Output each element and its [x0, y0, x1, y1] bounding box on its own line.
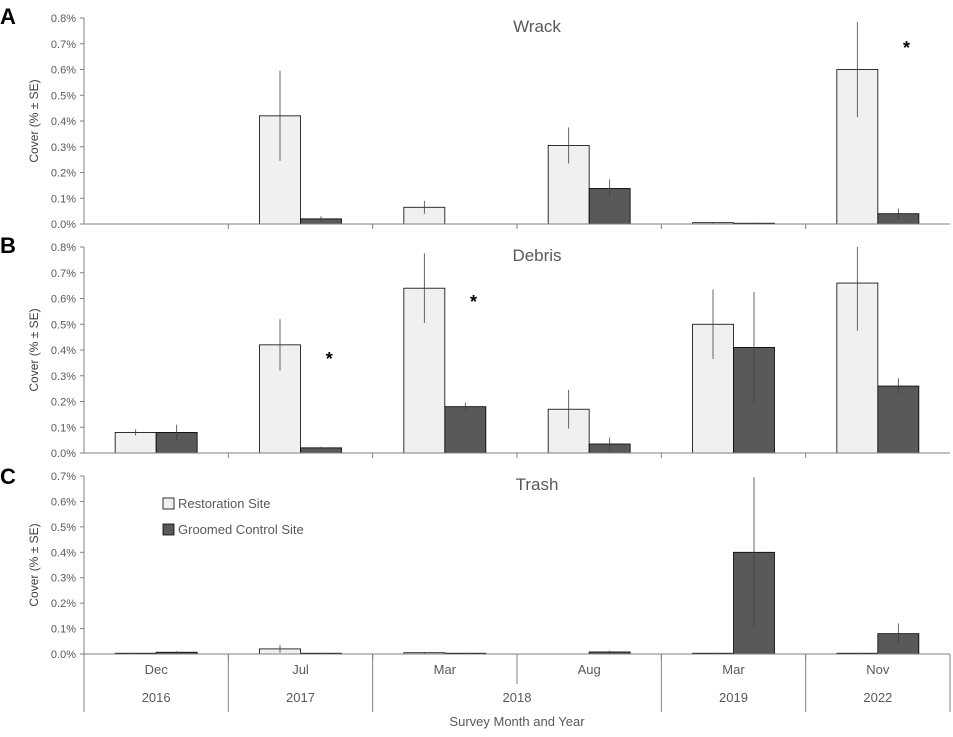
y-tick-label: 0.3% — [51, 142, 76, 154]
y-tick-label: 0.6% — [51, 65, 76, 77]
significance-marker: * — [903, 38, 910, 58]
bar-control — [444, 406, 487, 454]
panel-letter: B — [0, 233, 16, 258]
y-tick-label: 0.3% — [51, 573, 76, 585]
panel-letter: A — [0, 4, 16, 29]
panel-title: Debris — [512, 246, 561, 265]
legend-swatch — [162, 497, 175, 510]
y-tick-label: 0.4% — [51, 116, 76, 128]
y-tick-label: 0.5% — [51, 522, 76, 534]
x-month-label: Dec — [145, 662, 169, 677]
x-axis-title: Survey Month and Year — [449, 714, 585, 729]
panel-title: Wrack — [513, 17, 561, 36]
x-year-label: 2017 — [286, 690, 315, 705]
y-tick-label: 0.1% — [51, 624, 76, 636]
y-tick-label: 0.7% — [51, 268, 76, 280]
y-tick-label: 0.6% — [51, 294, 76, 306]
x-month-label: Mar — [722, 662, 745, 677]
legend-swatch — [162, 523, 175, 536]
y-tick-label: 0.1% — [51, 193, 76, 205]
legend-label: Groomed Control Site — [178, 522, 304, 537]
x-year-label: 2016 — [142, 690, 171, 705]
panel-letter: C — [0, 464, 16, 489]
y-axis-label: Cover (% ± SE) — [27, 308, 41, 391]
y-tick-label: 0.4% — [51, 547, 76, 559]
y-tick-label: 0.7% — [51, 471, 76, 483]
y-tick-label: 0.5% — [51, 319, 76, 331]
y-tick-label: 0.4% — [51, 345, 76, 357]
y-tick-label: 0.0% — [51, 219, 76, 231]
x-year-label: 2022 — [863, 690, 892, 705]
y-tick-label: 0.3% — [51, 371, 76, 383]
y-axis-label: Cover (% ± SE) — [27, 523, 41, 606]
x-month-label: Jul — [292, 662, 309, 677]
panel-title: Trash — [516, 475, 559, 494]
significance-marker: * — [470, 292, 477, 312]
x-month-label: Mar — [434, 662, 457, 677]
x-month-label: Nov — [866, 662, 890, 677]
y-tick-label: 0.1% — [51, 422, 76, 434]
y-tick-label: 0.5% — [51, 90, 76, 102]
bar-control — [877, 385, 920, 454]
y-tick-label: 0.2% — [51, 168, 76, 180]
x-month-label: Aug — [578, 662, 601, 677]
legend-label: Restoration Site — [178, 496, 271, 511]
x-year-label: 2019 — [719, 690, 748, 705]
y-axis-label: Cover (% ± SE) — [27, 79, 41, 162]
y-tick-label: 0.6% — [51, 496, 76, 508]
x-year-label: 2018 — [503, 690, 532, 705]
y-tick-label: 0.0% — [51, 448, 76, 460]
y-tick-label: 0.2% — [51, 598, 76, 610]
y-tick-label: 0.7% — [51, 39, 76, 51]
y-tick-label: 0.0% — [51, 649, 76, 661]
y-tick-label: 0.8% — [51, 242, 76, 254]
y-tick-label: 0.8% — [51, 13, 76, 25]
y-tick-label: 0.2% — [51, 397, 76, 409]
significance-marker: * — [326, 349, 333, 369]
